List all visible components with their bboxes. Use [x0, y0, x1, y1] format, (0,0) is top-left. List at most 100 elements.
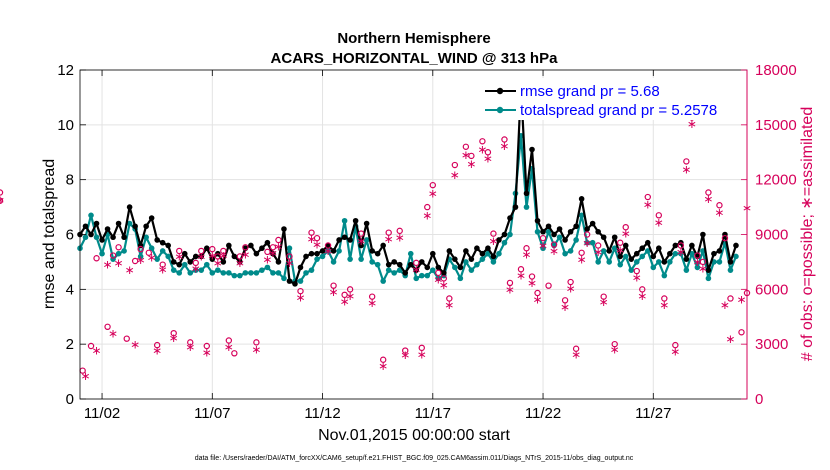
totalspread-point	[733, 253, 739, 260]
obs-possible-point	[716, 202, 723, 209]
totalspread-point	[330, 259, 337, 265]
obs-assimilated-point: ∗	[213, 256, 223, 270]
obs-possible-point	[501, 136, 508, 143]
totalspread-point	[689, 250, 695, 257]
obs-assimilated-point: ∗	[599, 295, 609, 309]
obs-possible-point	[721, 234, 729, 242]
totalspread-point	[556, 234, 563, 241]
obs-possible-point	[137, 245, 144, 253]
obs-possible-point	[639, 286, 646, 293]
totalspread-point	[639, 253, 646, 260]
rmse-point	[545, 223, 552, 230]
obs-assimilated-point: ∗	[461, 148, 471, 162]
obs-assimilated-point: ∗	[681, 163, 691, 177]
rmse-point	[104, 226, 111, 232]
obs-assimilated-point: ∗	[356, 234, 366, 248]
legend-totalspread-label: totalspread grand pr = 5.2578	[520, 102, 717, 119]
rmse-point	[457, 264, 464, 271]
obs-assimilated-point: ∗	[532, 292, 542, 306]
obs-assimilated-point: ∗	[422, 208, 432, 222]
obs-assimilated-point: ∗	[262, 252, 272, 266]
rmse-point	[132, 223, 138, 230]
rmse-point	[628, 256, 635, 262]
obs-assimilated-point: ∗	[560, 300, 570, 314]
rmse-point	[683, 256, 690, 262]
obs-possible-point	[705, 189, 712, 196]
totalspread-point	[413, 275, 420, 282]
obs-possible-point	[672, 341, 679, 349]
obs-assimilated-point: ∗	[235, 256, 245, 270]
y-axis-label: rmse and totalspread	[41, 159, 58, 309]
obs-possible-point	[176, 247, 183, 255]
rmse-point	[441, 270, 447, 276]
rmse-point	[589, 220, 596, 227]
totalspread-point	[633, 259, 640, 265]
totalspread-point	[606, 259, 612, 265]
obs-assimilated-point: ∗	[273, 239, 283, 253]
obs-possible-point	[145, 249, 152, 256]
rmse-point	[82, 223, 89, 230]
rmse-point	[606, 248, 612, 254]
rmse-point	[319, 248, 326, 254]
obs-assimilated-point: ∗	[488, 234, 498, 248]
obs-possible-point	[379, 356, 387, 363]
rmse-point	[93, 220, 100, 227]
totalspread-point	[573, 237, 579, 243]
obs-possible-point	[644, 193, 651, 201]
totalspread-point	[672, 250, 679, 257]
obs-possible-point	[622, 223, 629, 231]
rmse-point	[226, 242, 232, 249]
totalspread-point	[507, 231, 513, 238]
rmse-point	[407, 261, 414, 268]
totalspread-point	[341, 217, 348, 224]
rmse-point	[143, 223, 149, 230]
rmse-point	[617, 253, 624, 260]
rmse-point	[176, 261, 183, 268]
totalspread-point	[540, 245, 546, 252]
totalspread-point	[242, 270, 249, 276]
obs-assimilated-point: ∗	[725, 332, 735, 346]
totalspread-point	[203, 261, 210, 268]
x-tick-label: 11/22	[525, 405, 561, 422]
obs-assimilated-point: ∗	[384, 232, 394, 246]
totalspread-point	[667, 259, 673, 265]
obs-possible-point	[683, 158, 690, 165]
obs-assimilated-point: ∗	[477, 143, 487, 157]
obs-possible-point	[385, 229, 392, 236]
totalspread-point	[479, 256, 486, 262]
totalspread-point	[325, 248, 331, 254]
rmse-point	[165, 242, 171, 249]
totalspread-point	[148, 245, 155, 252]
totalspread-point	[93, 234, 100, 241]
rmse-point	[556, 226, 563, 232]
rmse-point	[727, 259, 734, 265]
obs-possible-point	[528, 273, 536, 280]
obs-possible-point	[297, 287, 304, 295]
obs-possible-point	[699, 258, 707, 266]
rmse-point	[672, 242, 679, 249]
obs-possible-point	[269, 244, 277, 251]
rmse-point	[308, 250, 315, 257]
obs-assimilated-point: ∗	[295, 291, 305, 305]
totalspread-point	[611, 245, 618, 252]
totalspread-point	[336, 248, 342, 254]
obs-assimilated-point: ∗	[218, 249, 228, 263]
rmse-point	[286, 278, 293, 284]
x-tick-label: 11/17	[415, 405, 451, 422]
totalspread-point	[347, 256, 353, 262]
totalspread-point	[452, 264, 458, 271]
rmse-point	[341, 234, 348, 241]
totalspread-point	[275, 270, 282, 276]
totalspread-point	[380, 278, 386, 284]
obs-possible-point	[0, 189, 4, 196]
obs-assimilated-point: ∗	[147, 250, 157, 264]
totalspread-point	[705, 275, 712, 282]
obs-assimilated-point: ∗	[378, 359, 388, 373]
obs-possible-point	[396, 227, 403, 235]
rmse-point	[99, 237, 105, 243]
y-tick-label: 10	[57, 117, 74, 134]
obs-assimilated-point: ∗	[621, 227, 631, 241]
obs-possible-point	[198, 247, 205, 255]
totalspread-point	[589, 239, 596, 246]
